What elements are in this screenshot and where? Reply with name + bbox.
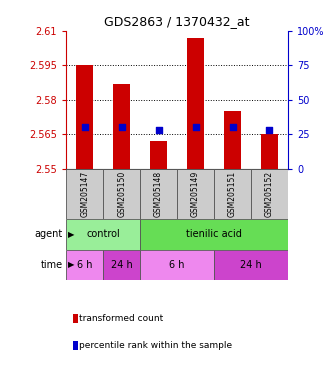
FancyBboxPatch shape — [66, 219, 140, 250]
Bar — [261, 134, 278, 169]
Text: GSM205152: GSM205152 — [265, 171, 274, 217]
FancyBboxPatch shape — [66, 250, 103, 280]
FancyBboxPatch shape — [140, 219, 288, 250]
Bar — [113, 84, 130, 169]
Text: 6 h: 6 h — [77, 260, 92, 270]
FancyBboxPatch shape — [214, 169, 251, 219]
Title: GDS2863 / 1370432_at: GDS2863 / 1370432_at — [104, 15, 250, 28]
Text: GSM205148: GSM205148 — [154, 171, 163, 217]
Text: 24 h: 24 h — [240, 260, 262, 270]
FancyBboxPatch shape — [214, 250, 288, 280]
Point — [267, 127, 272, 133]
Point — [156, 127, 161, 133]
Text: agent: agent — [35, 229, 63, 239]
Point — [82, 124, 87, 131]
Point — [193, 124, 198, 131]
Text: transformed count: transformed count — [79, 314, 163, 323]
FancyBboxPatch shape — [177, 169, 214, 219]
Text: tienilic acid: tienilic acid — [186, 229, 242, 239]
Text: ▶: ▶ — [68, 230, 74, 239]
FancyBboxPatch shape — [251, 169, 288, 219]
Text: control: control — [86, 229, 120, 239]
Text: GSM205150: GSM205150 — [117, 171, 126, 217]
Text: GSM205151: GSM205151 — [228, 171, 237, 217]
FancyBboxPatch shape — [140, 250, 214, 280]
Point — [119, 124, 124, 131]
Point — [230, 124, 235, 131]
FancyBboxPatch shape — [103, 250, 140, 280]
Text: percentile rank within the sample: percentile rank within the sample — [79, 341, 232, 350]
Bar — [150, 141, 167, 169]
Bar — [187, 38, 204, 169]
Text: time: time — [41, 260, 63, 270]
Text: 24 h: 24 h — [111, 260, 132, 270]
Text: ▶: ▶ — [68, 260, 74, 270]
FancyBboxPatch shape — [103, 169, 140, 219]
Text: GSM205147: GSM205147 — [80, 171, 89, 217]
Text: 6 h: 6 h — [169, 260, 185, 270]
FancyBboxPatch shape — [140, 169, 177, 219]
Bar — [224, 111, 241, 169]
Bar — [76, 65, 93, 169]
FancyBboxPatch shape — [66, 169, 103, 219]
Text: GSM205149: GSM205149 — [191, 171, 200, 217]
